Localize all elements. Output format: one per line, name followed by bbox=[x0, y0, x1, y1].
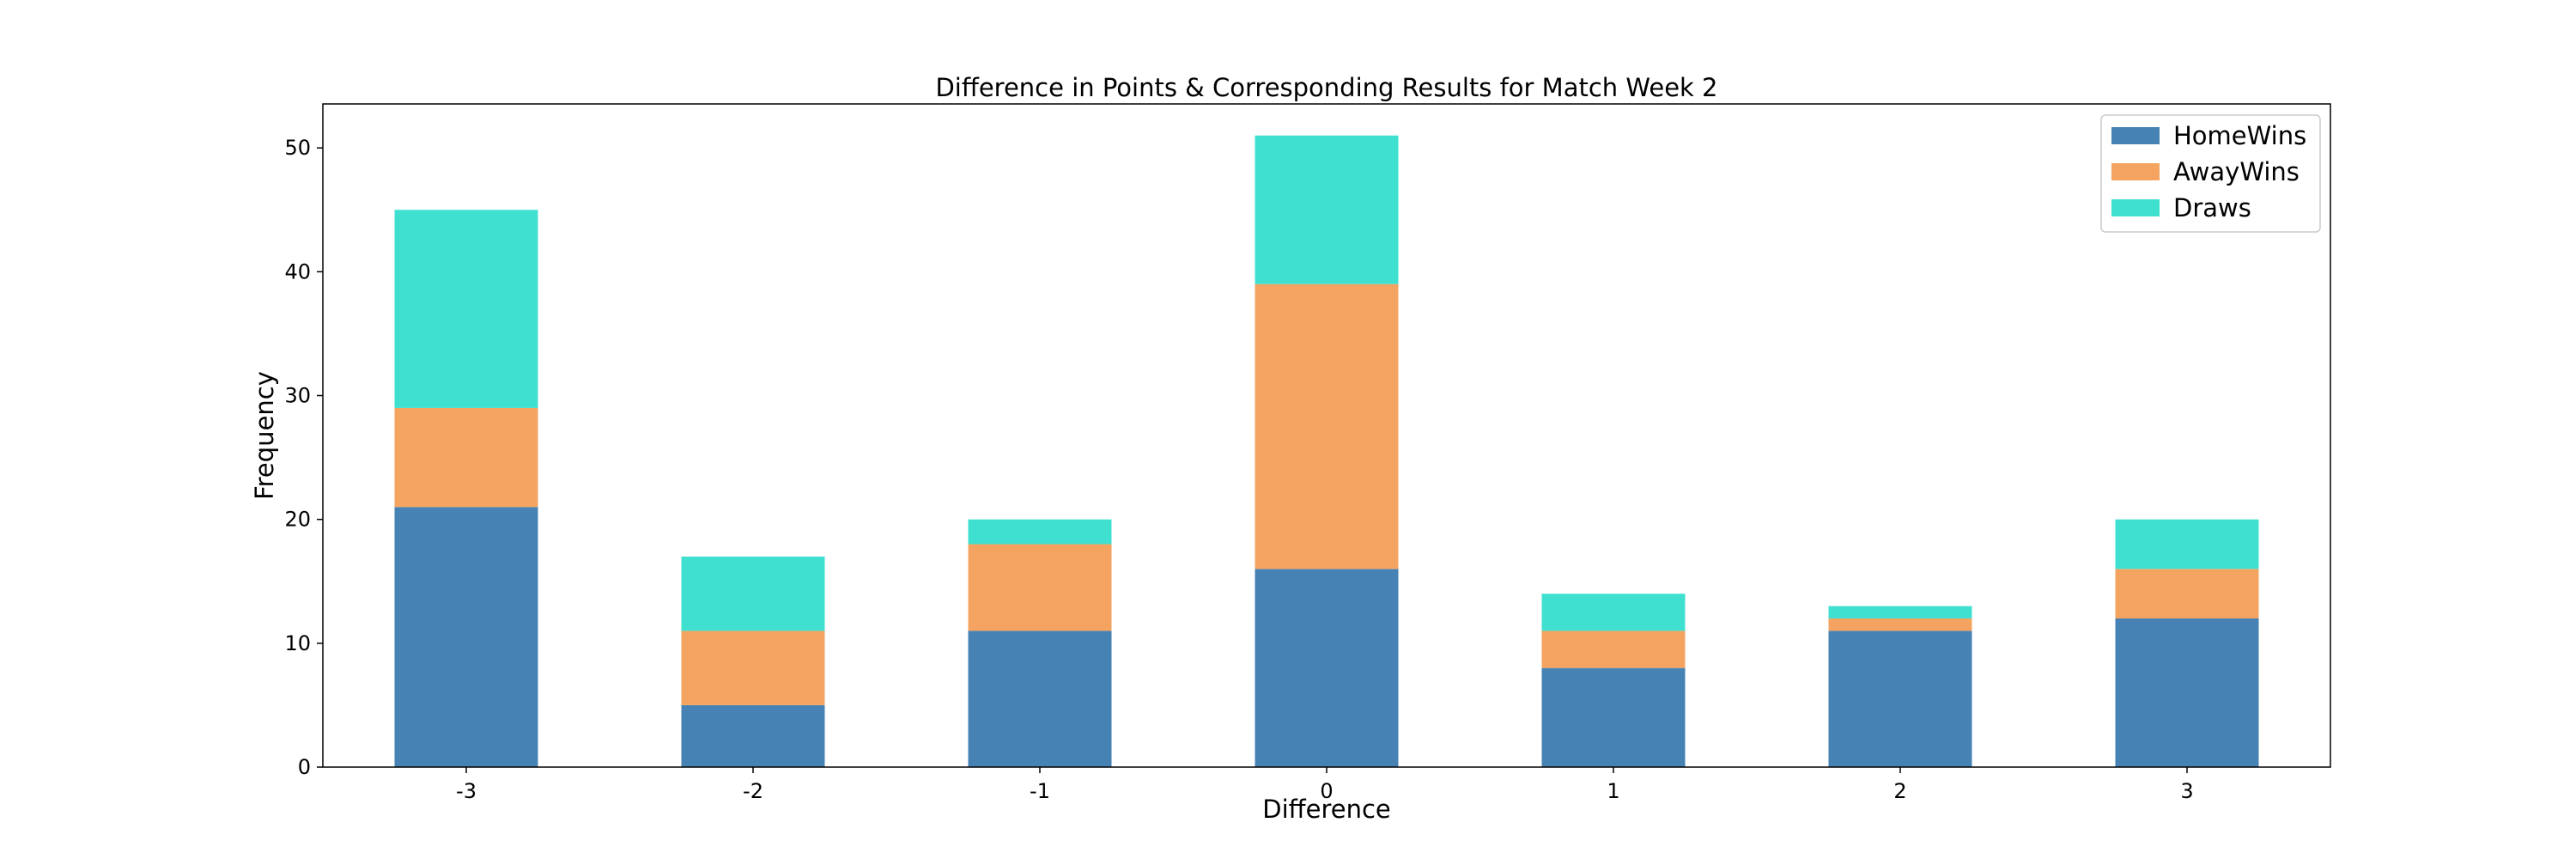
bar-homewins--3 bbox=[394, 507, 538, 767]
x-tick-label: 3 bbox=[2180, 779, 2193, 803]
bar-draws--1 bbox=[968, 519, 1112, 545]
bar-awaywins-0 bbox=[1255, 283, 1399, 570]
y-tick-label: 20 bbox=[284, 508, 311, 532]
y-tick-label: 30 bbox=[284, 384, 311, 408]
bar-homewins--1 bbox=[968, 631, 1112, 767]
legend-swatch-awaywins bbox=[2111, 163, 2160, 180]
chart-title: Difference in Points & Corresponding Res… bbox=[935, 73, 1717, 102]
x-tick-label: 2 bbox=[1893, 779, 1906, 803]
legend-label-awaywins: AwayWins bbox=[2173, 157, 2300, 186]
bar-draws--2 bbox=[681, 556, 825, 631]
bar-awaywins--3 bbox=[394, 407, 538, 508]
bar-homewins-1 bbox=[1541, 667, 1686, 767]
bar-draws-1 bbox=[1541, 594, 1686, 631]
bars-group bbox=[394, 135, 2259, 767]
legend-swatch-draws bbox=[2111, 199, 2160, 216]
bar-draws-2 bbox=[1828, 606, 1972, 619]
y-axis: 0 10 20 30 40 50 bbox=[284, 136, 323, 779]
bar-draws-3 bbox=[2115, 519, 2259, 570]
legend-swatch-homewins bbox=[2111, 127, 2160, 144]
legend: HomeWins AwayWins Draws bbox=[2100, 114, 2321, 233]
x-axis-label: Difference bbox=[1262, 795, 1391, 824]
x-tick-label: -1 bbox=[1030, 779, 1050, 803]
bar-awaywins-3 bbox=[2115, 569, 2259, 619]
bar-homewins-3 bbox=[2115, 618, 2259, 767]
y-tick-label: 40 bbox=[284, 259, 311, 283]
x-tick-label: -3 bbox=[456, 779, 477, 803]
legend-label-draws: Draws bbox=[2173, 193, 2251, 222]
bar-awaywins--2 bbox=[681, 631, 825, 705]
bar-homewins--2 bbox=[681, 704, 825, 767]
y-axis-label: Frequency bbox=[250, 371, 279, 500]
legend-label-homewins: HomeWins bbox=[2173, 121, 2306, 150]
bar-awaywins-1 bbox=[1541, 631, 1686, 668]
x-tick-label: 0 bbox=[1320, 779, 1333, 803]
y-tick-label: 0 bbox=[298, 755, 311, 779]
bar-awaywins--1 bbox=[968, 544, 1112, 631]
x-tick-label: 1 bbox=[1607, 779, 1619, 803]
bar-draws-0 bbox=[1255, 135, 1399, 284]
y-tick-label: 10 bbox=[284, 631, 311, 655]
x-tick-label: -2 bbox=[743, 779, 763, 803]
x-axis: -3 -2 -1 0 1 2 3 bbox=[456, 767, 2194, 803]
bar-draws--3 bbox=[394, 210, 538, 408]
bar-awaywins-2 bbox=[1828, 618, 1972, 631]
bar-homewins-2 bbox=[1828, 631, 1972, 767]
y-tick-label: 50 bbox=[284, 136, 311, 160]
bar-homewins-0 bbox=[1255, 569, 1399, 767]
